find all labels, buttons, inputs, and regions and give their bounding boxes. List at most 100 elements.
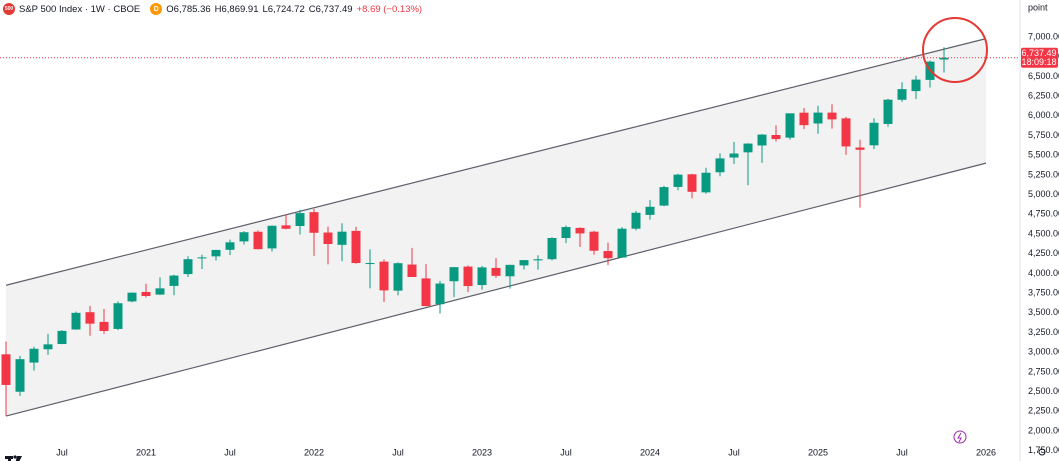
candle-body: [561, 227, 571, 238]
highlight-circle: [922, 17, 988, 83]
candle-body: [547, 237, 557, 260]
plot-area: [1, 38, 987, 417]
y-tick-label: 5,500.00: [1028, 150, 1059, 160]
y-tick-label: 4,500.00: [1028, 228, 1059, 238]
logo-wedge: [15, 456, 22, 461]
y-tick-label: 5,000.00: [1028, 189, 1059, 199]
interval-icon: D: [150, 3, 163, 15]
candle-body: [757, 134, 767, 146]
candle-body: [99, 321, 109, 331]
y-unit: point: [1028, 2, 1048, 12]
y-tick-label: 3,750.00: [1028, 288, 1059, 298]
candle-body: [841, 118, 851, 147]
header: 500 S&P 500 Index · 1W · CBOE D O6,785.3…: [3, 2, 422, 16]
ohlc-open: O6,785.36: [166, 3, 211, 15]
candle-body: [43, 344, 53, 350]
candle-body: [323, 232, 333, 244]
ohlc-low: L6,724.72: [262, 3, 305, 15]
alert-icon[interactable]: [953, 430, 967, 444]
x-tick-label: 2022: [304, 447, 324, 457]
logo-stem: [8, 456, 11, 461]
alert-bolt: [957, 432, 962, 443]
x-tick-label: Jul: [56, 447, 68, 457]
candle-body: [337, 231, 347, 245]
settings-icon[interactable]: [1038, 448, 1046, 456]
y-tick-label: 2,000.00: [1028, 425, 1059, 435]
candle-body: [113, 303, 123, 329]
x-tick-label: 2025: [808, 447, 828, 457]
candle-body: [351, 230, 361, 264]
candle-body: [435, 283, 445, 305]
candle-body: [197, 257, 207, 259]
candle-body: [883, 99, 893, 124]
candle-body: [785, 113, 795, 138]
logo-dot: [13, 455, 17, 459]
candle-body: [379, 261, 389, 291]
x-tick-label: Jul: [392, 447, 404, 457]
candle-body: [71, 312, 81, 330]
candle-body: [169, 275, 179, 286]
candle-body: [85, 312, 95, 324]
y-tick-label: 4,250.00: [1028, 248, 1059, 258]
candle-body: [15, 359, 25, 392]
candle-body: [715, 158, 725, 173]
candle-body: [309, 212, 319, 233]
y-tick-label: 5,750.00: [1028, 130, 1059, 140]
ohlc-change: +8.69 (−0.13%): [356, 3, 423, 15]
candle-body: [813, 112, 823, 124]
y-tick-label: 2,250.00: [1028, 406, 1059, 416]
y-tick-label: 2,750.00: [1028, 366, 1059, 376]
y-tick-label: 3,000.00: [1028, 347, 1059, 357]
candle-body: [799, 112, 809, 126]
candle-body: [253, 231, 263, 250]
candle-body: [855, 147, 865, 150]
candle-body: [897, 89, 907, 100]
x-tick-label: Jul: [896, 447, 908, 457]
candle-body: [29, 348, 39, 363]
y-tick-label: 1,750.00: [1028, 445, 1059, 455]
candle-body: [589, 231, 599, 251]
candle-body: [225, 242, 235, 250]
channel-line: [5, 38, 987, 286]
x-tick-label: Jul: [728, 447, 740, 457]
y-tick-label: 3,250.00: [1028, 327, 1059, 337]
price-tag-value: 6,737.49: [1021, 48, 1056, 58]
x-tick-label: 2026: [976, 447, 996, 457]
y-tick-label: 7,000.00: [1028, 31, 1059, 41]
candle-body: [463, 266, 473, 287]
candle-body: [281, 225, 291, 229]
x-tick-label: Jul: [560, 447, 572, 457]
candle-body: [687, 174, 697, 192]
candle-body: [743, 143, 753, 153]
candle-body: [239, 232, 249, 242]
candle-body: [617, 228, 627, 258]
y-tick-label: 6,250.00: [1028, 91, 1059, 101]
candle-body: [827, 112, 837, 120]
candle-body: [421, 278, 431, 307]
price-tag: [1021, 47, 1058, 68]
candle-body: [127, 292, 137, 302]
candle-body: [57, 330, 67, 344]
candle-body: [701, 172, 711, 193]
candle-body: [631, 212, 641, 229]
candle-body: [729, 153, 739, 158]
x-tick-label: Jul: [224, 447, 236, 457]
candle-body: [939, 57, 949, 60]
channel-line: [5, 162, 987, 417]
candle-body: [407, 264, 417, 277]
symbol-icon: 500: [3, 3, 15, 15]
candle-body: [141, 291, 151, 296]
candle-body: [575, 227, 585, 234]
ohlc-close: C6,737.49: [308, 3, 353, 15]
logo: [5, 455, 22, 461]
candle-body: [491, 267, 501, 276]
candle-body: [1, 354, 11, 385]
candle-body: [533, 259, 543, 261]
y-tick-label: 3,500.00: [1028, 307, 1059, 317]
symbol[interactable]: S&P 500 Index · 1W · CBOE: [19, 3, 141, 15]
candle-body: [869, 122, 879, 146]
candle-body: [155, 288, 165, 295]
x-tick-label: 2023: [472, 447, 492, 457]
channel-fill: [6, 38, 986, 417]
